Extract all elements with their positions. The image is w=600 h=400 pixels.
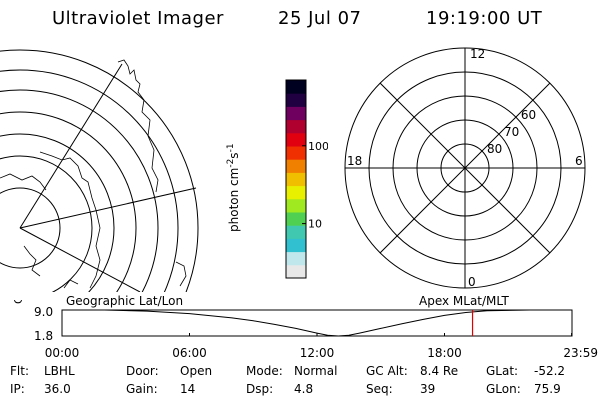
x-tick-label: 18:00 [427, 346, 462, 360]
colorbar-segment [286, 106, 306, 121]
info-value: -52.2 [534, 364, 566, 378]
meridian-line [19, 63, 123, 229]
meridian-line [19, 187, 197, 229]
colorbar-segment [286, 132, 306, 147]
info-value: 8.4 Re [420, 364, 459, 378]
info-key: GC Alt: [366, 364, 408, 378]
lat-circle [0, 69, 179, 292]
colorbar-segment [286, 146, 306, 160]
colorbar-segment [286, 225, 306, 239]
lat-circle [0, 49, 199, 292]
timeline-frame [61, 309, 573, 337]
info-key: GLat: [486, 364, 519, 378]
colorbar-segment [286, 264, 306, 279]
mlt-label-left: 18 [347, 154, 362, 168]
coastline [0, 173, 47, 191]
info-value: 75.9 [534, 382, 561, 396]
info-value: 39 [420, 382, 436, 396]
color-scale-bar: 10 100 [285, 79, 328, 279]
coastline [117, 59, 159, 193]
info-value: 4.8 [294, 382, 314, 396]
colorbar-frame [285, 79, 307, 279]
x-tick-label: 12:00 [300, 346, 335, 360]
colorbar-segment [286, 185, 306, 200]
colorbar-segment [286, 172, 306, 187]
info-key: IP: [10, 382, 25, 396]
mlt-line [379, 82, 551, 254]
lat-circle [0, 89, 159, 292]
coastline [23, 245, 41, 277]
colorbar-tick-label: 100 [308, 140, 328, 153]
gc-altitude-timeline: GC Alt 9.0 1.8 00:00 06:00 12:00 18:00 23:59 [12, 300, 598, 360]
coastline [39, 151, 101, 289]
mlt-label-bottom: 0 [468, 275, 476, 289]
colorbar-unit-label: photon cm-2s-1 [226, 143, 241, 232]
info-value: 36.0 [44, 382, 71, 396]
date-label: 25 Jul 07 [278, 8, 362, 29]
mlat-label: 70 [504, 125, 519, 139]
info-key: GLon: [486, 382, 521, 396]
colorbar-segment [286, 93, 306, 107]
colorbar-segment [286, 119, 306, 134]
y-axis-label: GC Alt [12, 300, 25, 304]
info-key: Dsp: [246, 382, 274, 396]
geographic-map [0, 49, 199, 292]
mlat-label: 60 [521, 108, 536, 122]
y-tick-label: 1.8 [34, 329, 53, 343]
x-tick-label: 00:00 [45, 346, 80, 360]
colorbar-segment [286, 251, 306, 266]
info-key: Mode: [246, 364, 283, 378]
mlat-label: 80 [487, 142, 502, 156]
y-tick-label: 9.0 [34, 305, 53, 319]
colorbar-segment [286, 212, 306, 226]
colorbar-segment [286, 198, 306, 213]
x-tick-label: 23:59 [563, 346, 598, 360]
altitude-line [62, 309, 572, 337]
colorbar-segment [286, 159, 306, 173]
mlt-label-right: 6 [575, 154, 583, 168]
info-key: Seq: [366, 382, 393, 396]
lat-circle [0, 133, 115, 292]
info-key: Gain: [126, 382, 158, 396]
mlt-label-top: 12 [470, 47, 485, 61]
coastline [175, 261, 187, 287]
lat-circle [0, 111, 137, 292]
info-key: Door: [126, 364, 159, 378]
x-tick-label: 06:00 [172, 346, 207, 360]
lat-circle [0, 155, 93, 292]
colorbar-segment [286, 238, 306, 253]
info-value: Open [180, 364, 213, 378]
instrument-title: Ultraviolet Imager [52, 8, 224, 29]
info-value: LBHL [44, 364, 75, 378]
time-label: 19:19:00 UT [426, 8, 543, 29]
geographic-label: Geographic Lat/Lon [66, 294, 184, 308]
meridian-line [19, 227, 141, 292]
lat-circle [0, 187, 61, 269]
colorbar-tick-label: 10 [308, 218, 322, 231]
info-key: Flt: [10, 364, 29, 378]
coastline [63, 279, 79, 289]
info-value: Normal [294, 364, 338, 378]
apex-label: Apex MLat/MLT [419, 294, 509, 308]
info-value: 14 [180, 382, 196, 396]
colorbar-segment [286, 80, 306, 94]
